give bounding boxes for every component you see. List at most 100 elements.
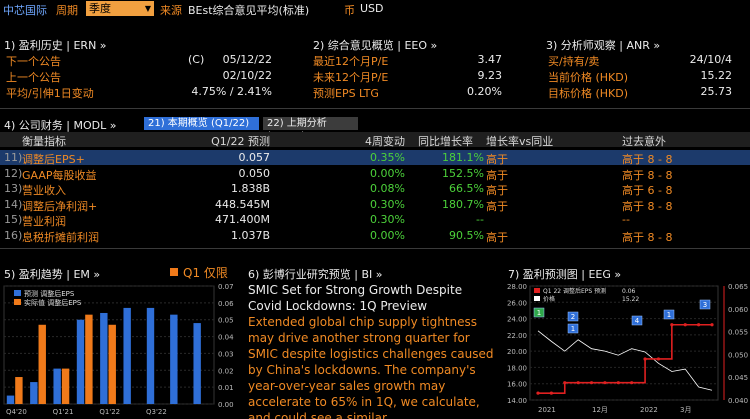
next-announcement-flag: (C) [188, 53, 205, 66]
tab-current-overview[interactable]: 21) 本期概览 (Q1/22) [144, 117, 259, 130]
right-tick-label: 0.045 [728, 374, 748, 382]
eps-point [656, 357, 661, 361]
rating-label: 买/持有/卖 [548, 55, 600, 68]
cell-num: 13) [4, 182, 23, 195]
period-label: 周期 [56, 4, 78, 17]
col-forecast[interactable]: Q1/22 预测 [211, 135, 270, 148]
table-row[interactable]: 15) 营业利润 471.400M 0.30% -- -- [0, 212, 750, 228]
bi-section-title[interactable]: 6) 彭博行业研究预览 | BI » [248, 268, 383, 281]
security-name[interactable]: 中芯国际 [3, 4, 47, 17]
right-tick-label: 0.060 [728, 306, 748, 314]
cell-surprise: -- [622, 213, 630, 226]
col-4w-change[interactable]: 4周变动 [365, 135, 405, 148]
eps-point [683, 323, 687, 327]
chevron-down-icon[interactable]: ▼ [142, 1, 154, 16]
eps-point [549, 391, 553, 395]
cell-forecast: 1.037B [230, 228, 270, 242]
bi-article[interactable]: SMIC Set for Strong Growth Despite Covid… [248, 282, 498, 419]
right-tick-label: 0.040 [728, 397, 748, 405]
next-announcement-label: 下一个公告 [6, 55, 61, 68]
section-divider [0, 108, 750, 109]
x-tick-label: 12月 [592, 406, 608, 414]
pe-trailing-value: 3.47 [477, 53, 503, 66]
forecast-bar [53, 368, 61, 404]
left-tick-label: 18.00 [507, 364, 527, 372]
eps-point [616, 381, 620, 385]
col-vs-peer[interactable]: 增长率vs同业 [486, 135, 554, 148]
cell-surprise: 高于 8 - 8 [622, 168, 673, 182]
cell-forecast: 448.545M [215, 197, 270, 211]
bi-headline-line-1[interactable]: SMIC Set for Strong Growth Despite [248, 283, 463, 297]
q1-only-toggle[interactable]: Q1 仅限 [183, 266, 228, 280]
cell-num: 14) [4, 197, 23, 211]
legend-eps-value: 0.06 [622, 288, 636, 295]
left-tick-label: 20.00 [507, 348, 527, 356]
avg-move-label: 平均/引伸1日变动 [6, 87, 94, 100]
forecast-bar [76, 319, 85, 404]
em-section-title[interactable]: 5) 盈利趋势 | EM » [4, 268, 101, 281]
source-select[interactable]: BEst综合意见平均(标准) [188, 4, 310, 17]
table-row[interactable]: 16) 息税折摊前利润 1.037B 0.00% 90.5% 高于 高于 8 - 8 [0, 228, 750, 244]
x-tick-label: 3月 [680, 406, 691, 414]
left-tick-label: 24.00 [507, 316, 527, 324]
table-row[interactable]: 13) 营业收入 1.838B 0.08% 66.5% 高于 高于 6 - 8 [0, 181, 750, 197]
period-select[interactable]: 季度 [86, 1, 154, 16]
revision-marker-label: 1 [537, 309, 541, 317]
forecast-bar [170, 314, 178, 404]
right-tick-label: 0.065 [728, 283, 748, 291]
eps-point [589, 381, 594, 385]
bi-body: Extended global chip supply tightness ma… [248, 315, 494, 419]
eps-point [576, 381, 580, 385]
modl-section-title[interactable]: 4) 公司财务 | MODL » [4, 119, 117, 132]
eeo-section-title[interactable]: 2) 综合意见概览 | EEO » [313, 39, 438, 52]
eeg-section-title[interactable]: 7) 盈利预测图 | EEG » [508, 268, 622, 281]
col-surprise[interactable]: 过去意外 [622, 135, 666, 148]
eps-point [643, 357, 647, 361]
eps-point [563, 381, 567, 385]
cell-chg4w: 0.00% [370, 228, 405, 242]
left-tick-label: 26.00 [507, 299, 527, 307]
pe-trailing-label: 最近12个月P/E [313, 55, 389, 68]
cell-num: 16) [4, 228, 23, 242]
cell-yoy: 90.5% [449, 228, 484, 242]
x-tick-label: Q1'22 [99, 408, 120, 416]
forecast-bar [6, 395, 15, 404]
cell-forecast: 0.057 [238, 151, 271, 164]
table-row[interactable]: 11) 调整后EPS+ 0.057 0.35% 181.1% 高于 高于 8 - 8 [0, 150, 750, 166]
prev-announcement-date: 02/10/22 [222, 69, 272, 82]
cell-yoy: -- [476, 213, 484, 226]
prev-announcement-label: 上一个公告 [6, 71, 61, 84]
table-row[interactable]: 14) 调整后净利润+ 448.545M 0.30% 180.7% 高于 高于 8 - 8 [0, 197, 750, 213]
pe-forward-label: 未来12个月P/E [313, 71, 389, 84]
eps-ltg-value: 0.20% [467, 85, 502, 98]
forecast-bar [193, 323, 201, 404]
cell-vs-peer: 高于 [486, 199, 508, 213]
current-price-label: 当前价格 (HKD) [548, 71, 629, 84]
cell-chg4w: 0.00% [370, 166, 405, 180]
anr-section-title[interactable]: 3) 分析师观察 | ANR » [546, 39, 661, 52]
y-tick-label: 0.07 [218, 283, 234, 291]
revision-marker-label: 1 [667, 311, 671, 319]
x-tick-label: Q3'22 [146, 408, 167, 416]
revision-marker-label: 2 [571, 313, 575, 321]
actual-bar [61, 368, 70, 404]
col-metric[interactable]: 衡量指标 [22, 135, 66, 148]
col-yoy[interactable]: 同比增长率 [418, 135, 473, 148]
cell-metric: 营业利润 [22, 215, 66, 228]
revision-marker [567, 311, 579, 322]
bi-headline-line-2[interactable]: Covid Lockdowns: 1Q Preview [248, 299, 428, 313]
cell-yoy: 181.1% [442, 151, 484, 164]
tab-prior-analysis[interactable]: 22) 上期分析 (Q4/21) [263, 117, 358, 142]
revision-marker [567, 323, 579, 334]
revision-marker [533, 307, 545, 318]
forecast-bar [30, 382, 38, 404]
revision-marker-label: 3 [703, 301, 707, 309]
cell-yoy: 180.7% [442, 197, 484, 211]
left-tick-label: 14.00 [507, 397, 527, 405]
cell-surprise: 高于 8 - 8 [622, 230, 673, 244]
legend-swatch-actual [14, 299, 21, 305]
currency-select[interactable]: USD [360, 2, 384, 15]
right-tick-label: 0.050 [728, 351, 748, 359]
ern-section-title[interactable]: 1) 盈利历史 | ERN » [4, 39, 107, 52]
table-row[interactable]: 12) GAAP每股收益 0.050 0.00% 152.5% 高于 高于 8 - 8 [0, 166, 750, 182]
